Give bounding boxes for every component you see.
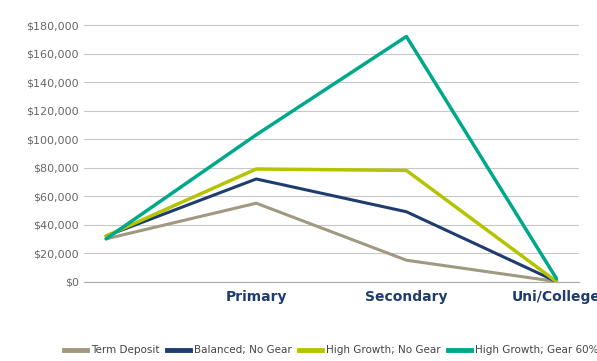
- High Growth; Gear 60%: [253, 132, 260, 137]
- High Growth; No Gear: [403, 168, 410, 173]
- Balanced; No Gear: [403, 210, 410, 214]
- Legend: Term Deposit, Balanced; No Gear, High Growth; No Gear, High Growth; Gear 60%: Term Deposit, Balanced; No Gear, High Gr…: [60, 341, 597, 360]
- High Growth; No Gear: [253, 167, 260, 171]
- High Growth; Gear 60%: [103, 237, 110, 241]
- Term Deposit: [403, 258, 410, 262]
- Line: Balanced; No Gear: Balanced; No Gear: [106, 179, 556, 282]
- Term Deposit: [553, 279, 560, 284]
- High Growth; Gear 60%: [403, 34, 410, 39]
- Balanced; No Gear: [553, 279, 560, 284]
- Line: High Growth; No Gear: High Growth; No Gear: [106, 169, 556, 282]
- High Growth; Gear 60%: [553, 277, 560, 281]
- Balanced; No Gear: [253, 177, 260, 181]
- Term Deposit: [253, 201, 260, 205]
- Balanced; No Gear: [103, 234, 110, 238]
- Line: High Growth; Gear 60%: High Growth; Gear 60%: [106, 36, 556, 279]
- High Growth; No Gear: [553, 279, 560, 284]
- Term Deposit: [103, 237, 110, 241]
- High Growth; No Gear: [103, 234, 110, 238]
- Line: Term Deposit: Term Deposit: [106, 203, 556, 282]
